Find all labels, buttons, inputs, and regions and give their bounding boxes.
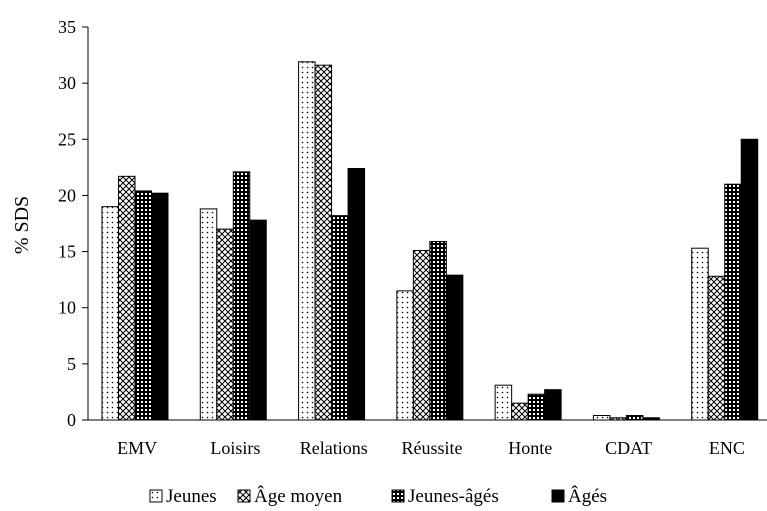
legend-swatch xyxy=(551,489,565,503)
legend-swatch xyxy=(237,489,251,503)
x-tick-label: ENC xyxy=(709,438,745,458)
bar-dense-grid xyxy=(527,393,546,421)
bar-crosshatch xyxy=(216,228,234,421)
bar-crosshatch xyxy=(118,175,136,421)
x-tick-label: Loisirs xyxy=(210,438,260,458)
bar-dots xyxy=(592,415,611,421)
bar-dots xyxy=(199,208,218,421)
y-tick-label: 30 xyxy=(58,73,76,93)
bar-crosshatch xyxy=(314,64,333,421)
x-tick-label: CDAT xyxy=(605,438,652,458)
bar-dense-grid xyxy=(331,215,349,421)
bar-dense-grid xyxy=(134,190,152,421)
bar-solid xyxy=(740,138,759,421)
y-axis-ticks: 0 5 10 15 20 25 30 35 xyxy=(58,17,88,430)
x-tick-label: Relations xyxy=(300,438,368,458)
x-axis-labels: EMV Loisirs Relations Réussite Honte CDAT ENC xyxy=(117,438,745,458)
bar-crosshatch xyxy=(511,402,529,421)
y-axis-title: % SDS xyxy=(11,196,33,254)
bar-solid xyxy=(249,219,267,421)
bar-solid xyxy=(544,389,562,421)
y-tick-label: 10 xyxy=(58,298,76,318)
bar-dense-grid xyxy=(724,183,742,421)
bar-crosshatch xyxy=(609,417,627,421)
y-tick-label: 5 xyxy=(67,354,76,374)
bar-dense-grid xyxy=(232,171,251,421)
y-tick-label: 15 xyxy=(58,242,76,262)
y-tick-label: 20 xyxy=(58,185,76,205)
bar-dots xyxy=(396,290,414,421)
x-tick-label: Honte xyxy=(508,438,552,458)
bar-dots xyxy=(494,384,513,421)
legend-label: Jeunes-âgés xyxy=(408,486,499,507)
legend-label: Jeunes xyxy=(166,486,217,507)
legend: Jeunes Âge moyen Jeunes-âgés Âgés xyxy=(149,485,607,507)
legend-label: Âgés xyxy=(568,485,607,507)
legend-swatch xyxy=(149,489,163,503)
legend-swatch xyxy=(391,489,405,503)
bar-dots xyxy=(298,61,316,421)
bar-dense-grid xyxy=(429,240,447,421)
x-tick-label: EMV xyxy=(117,438,157,458)
y-tick-label: 35 xyxy=(58,17,76,37)
bar-dense-grid xyxy=(625,415,644,421)
bars-group xyxy=(101,61,759,421)
bar-solid xyxy=(151,192,169,421)
bar-dots xyxy=(691,247,709,421)
y-tick-label: 25 xyxy=(58,129,76,149)
bar-crosshatch xyxy=(412,249,431,421)
bar-crosshatch xyxy=(707,275,726,421)
bar-solid xyxy=(347,167,366,421)
bar-dots xyxy=(101,206,119,421)
x-tick-label: Réussite xyxy=(402,438,463,458)
legend-label: Âge moyen xyxy=(254,485,343,507)
bar-solid xyxy=(445,274,464,421)
y-tick-label: 0 xyxy=(67,410,76,430)
bar-solid xyxy=(642,417,660,421)
